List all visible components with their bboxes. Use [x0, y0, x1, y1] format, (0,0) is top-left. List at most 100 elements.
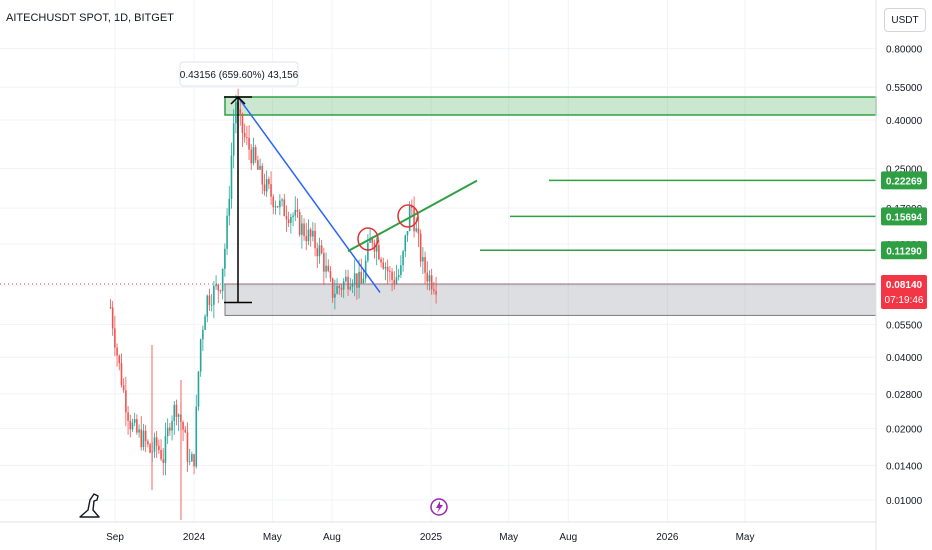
- candle-body: [430, 275, 433, 290]
- candle-body: [197, 371, 200, 407]
- candle-body: [279, 200, 281, 208]
- candle-body: [325, 265, 327, 272]
- candle-body: [378, 244, 380, 260]
- descending-trendline: [237, 96, 381, 293]
- candle-body: [250, 149, 253, 164]
- candle-body: [206, 295, 209, 317]
- candle-body: [386, 266, 389, 272]
- candle-body: [428, 275, 431, 282]
- candle-body: [140, 429, 143, 448]
- x-tick-label: Aug: [559, 532, 577, 543]
- candle-body: [353, 273, 356, 284]
- x-tick-label: 2026: [656, 532, 679, 543]
- y-tick-label: 0.55000: [886, 83, 923, 94]
- drawings: 0.43156 (659.60%) 43,156: [0, 61, 876, 304]
- candle-body: [272, 196, 275, 208]
- candle-body: [195, 406, 198, 467]
- candle-body: [138, 429, 140, 433]
- candle-body: [261, 165, 264, 185]
- candle-body: [221, 268, 224, 291]
- candle-body: [259, 165, 261, 170]
- candle-body: [393, 279, 396, 284]
- candle-body: [307, 229, 310, 242]
- candle-body: [402, 251, 404, 266]
- candle-body: [301, 223, 303, 235]
- x-tick-label: May: [499, 532, 518, 543]
- candle-body: [131, 422, 134, 430]
- candle-body: [144, 430, 147, 442]
- lightning-glyph-icon: [436, 501, 443, 513]
- dinosaur-logo-icon: [79, 493, 100, 518]
- candle-body: [329, 271, 332, 279]
- candle-body: [166, 427, 169, 437]
- candles: [109, 88, 437, 520]
- candle-body: [169, 427, 171, 431]
- candle-body: [380, 259, 382, 263]
- candle-body: [334, 293, 336, 298]
- candle-body: [114, 328, 116, 348]
- highlight-circle: [357, 227, 379, 251]
- current-price-tag: [881, 275, 927, 310]
- candle-body: [395, 277, 398, 284]
- candle-body: [208, 295, 211, 305]
- candle-body: [175, 404, 178, 417]
- candle-body: [246, 137, 248, 138]
- candle-body: [111, 307, 114, 329]
- candle-body: [265, 179, 268, 192]
- x-tick-label: 2024: [183, 532, 206, 543]
- candle-body: [327, 265, 330, 272]
- candle-body: [298, 211, 301, 235]
- support-zone: [224, 283, 877, 316]
- candle-body: [323, 253, 325, 272]
- candle-body: [287, 219, 290, 223]
- candle-body: [254, 147, 257, 161]
- candle-body: [351, 283, 354, 287]
- candle-body: [303, 223, 305, 237]
- countdown-label: 07:19:46: [885, 295, 924, 306]
- candle-body: [193, 454, 195, 467]
- candle-body: [406, 230, 409, 236]
- candle-body: [182, 422, 184, 430]
- candle-body: [296, 209, 299, 212]
- candle-body: [413, 207, 415, 232]
- candle-body: [241, 113, 244, 133]
- candle-body: [391, 271, 393, 280]
- candle-body: [270, 184, 272, 197]
- candle-body: [109, 307, 112, 308]
- candle-body: [345, 276, 347, 282]
- candle-body: [188, 461, 191, 463]
- candle-body: [397, 274, 400, 278]
- candle-body: [274, 206, 277, 208]
- candle-body: [219, 290, 222, 292]
- measure-arrowhead: [230, 95, 246, 105]
- candle-body: [230, 155, 233, 199]
- candle-body: [362, 278, 365, 284]
- candle-body: [356, 273, 358, 288]
- candle-body: [257, 160, 259, 170]
- price-tags: 0.22269 0.15694 0.11290 0.08140 07:19:46: [881, 171, 927, 310]
- candle-body: [215, 284, 217, 287]
- candle-body: [336, 286, 338, 294]
- candle-body: [342, 281, 345, 290]
- candle-body: [384, 266, 387, 269]
- candle-body: [213, 286, 215, 305]
- candle-body: [424, 257, 426, 273]
- candle-body: [243, 132, 246, 138]
- candle-body: [224, 248, 226, 269]
- candle-body: [369, 238, 371, 243]
- highlight-circle: [397, 204, 419, 228]
- candle-body: [177, 414, 180, 417]
- candle-body: [404, 235, 407, 252]
- candle-body: [160, 449, 162, 460]
- x-tick-label: Sep: [106, 532, 124, 543]
- currency-button[interactable]: USDT: [884, 8, 926, 32]
- y-tick-label: 0.25000: [886, 164, 923, 175]
- candle-body: [320, 245, 323, 254]
- x-tick-label: May: [736, 532, 755, 543]
- candle-body: [210, 304, 213, 306]
- candle-body: [415, 228, 418, 232]
- candle-body: [433, 289, 435, 292]
- candle-body: [331, 278, 334, 298]
- y-tick-label: 0.80000: [886, 45, 923, 56]
